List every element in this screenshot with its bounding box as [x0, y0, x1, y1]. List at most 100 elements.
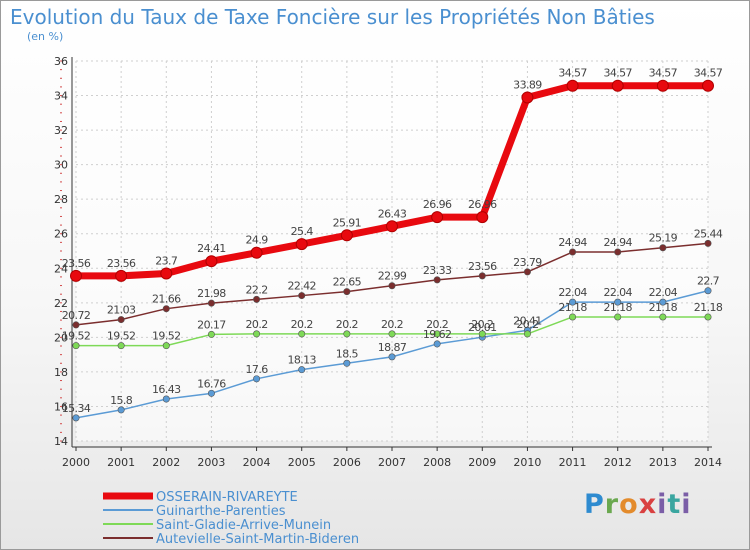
data-point [659, 313, 667, 321]
x-tick-label: 2008 [423, 456, 451, 469]
x-tick-label: 2011 [559, 456, 587, 469]
x-tick-label: 2014 [694, 456, 722, 469]
data-point [117, 406, 125, 414]
data-point [117, 342, 125, 350]
data-point [343, 330, 351, 338]
data-point [250, 246, 263, 259]
unit-label: (en %) [27, 30, 64, 43]
data-point [614, 313, 622, 321]
data-label: 21.03 [107, 304, 136, 317]
legend-item: Autevielle-Saint-Martin-Bideren [103, 532, 359, 547]
data-point [162, 305, 170, 313]
x-tick-label: 2006 [333, 456, 361, 469]
data-label: 26.96 [423, 198, 452, 211]
legend-label: Guinarthe-Parenties [156, 504, 286, 519]
data-point [253, 330, 261, 338]
data-label: 23.79 [513, 256, 542, 269]
data-point [478, 272, 486, 280]
x-tick-label: 2013 [649, 456, 677, 469]
data-label: 20.2 [426, 318, 448, 331]
data-label: 23.56 [468, 260, 497, 273]
data-label: 20.2 [291, 318, 313, 331]
data-point [478, 330, 486, 338]
data-label: 15.8 [110, 394, 133, 407]
data-point [388, 330, 396, 338]
data-label: 20.2 [471, 318, 493, 331]
data-point [521, 91, 534, 104]
data-point [70, 269, 82, 282]
data-label: 16.43 [152, 383, 181, 396]
proxiti-logo: Proxiti [584, 489, 692, 520]
x-tick-label: 2010 [513, 456, 541, 469]
data-label: 19.62 [423, 328, 452, 341]
data-label: 24.41 [197, 242, 226, 255]
data-point [566, 79, 579, 92]
data-label: 17.6 [246, 363, 269, 376]
data-label: 21.18 [649, 301, 678, 314]
legend-label: Saint-Gladie-Arrive-Munein [156, 518, 331, 533]
data-label: 18.87 [378, 341, 407, 354]
data-label: 25.91 [333, 216, 362, 229]
data-point [433, 330, 441, 338]
data-point [388, 282, 396, 290]
data-point [523, 330, 531, 338]
data-label: 20.17 [197, 318, 226, 331]
data-point [659, 298, 667, 306]
data-point [704, 287, 712, 295]
data-label: 25.19 [649, 232, 678, 245]
data-label: 24.94 [603, 236, 632, 249]
data-point [253, 295, 261, 303]
x-tick-label: 2012 [604, 456, 632, 469]
data-point [205, 255, 218, 268]
data-label: 23.7 [155, 254, 178, 267]
data-label: 22.04 [649, 286, 678, 299]
data-label: 23.56 [107, 257, 136, 270]
data-point [569, 313, 577, 321]
data-point [476, 211, 489, 224]
data-point [656, 79, 669, 92]
data-point [702, 79, 714, 92]
data-point [704, 313, 712, 321]
data-label: 22.42 [287, 280, 316, 293]
data-label: 18.13 [287, 354, 316, 367]
legend-item: Guinarthe-Parenties [103, 504, 286, 519]
data-point [207, 389, 215, 397]
chart-title: Evolution du Taux de Taxe Foncière sur l… [10, 5, 655, 29]
data-label: 22.04 [603, 286, 632, 299]
data-label: 34.57 [694, 67, 723, 80]
data-point [295, 238, 308, 251]
data-label: 15.34 [62, 402, 91, 415]
data-point [569, 298, 577, 306]
data-label: 22.99 [378, 270, 407, 283]
data-point [431, 211, 444, 224]
data-point [72, 321, 80, 329]
data-label: 22.2 [246, 283, 268, 296]
data-point [659, 244, 667, 252]
data-label: 22.04 [558, 286, 587, 299]
data-point [117, 316, 125, 324]
data-label: 24.9 [246, 234, 269, 247]
data-label: 21.18 [694, 301, 723, 314]
data-point [298, 366, 306, 374]
data-point [569, 248, 577, 256]
data-label: 20.41 [513, 314, 542, 327]
data-label: 33.89 [513, 78, 542, 91]
x-tick-label: 2009 [468, 456, 496, 469]
data-point [523, 268, 531, 276]
data-point [388, 353, 396, 361]
x-tick-label: 2002 [152, 456, 180, 469]
data-point [298, 330, 306, 338]
data-label: 20.2 [246, 318, 268, 331]
x-tick-label: 2001 [107, 456, 135, 469]
data-point [207, 330, 215, 338]
data-label: 24.94 [558, 236, 587, 249]
data-label: 22.65 [333, 276, 362, 289]
x-tick-label: 2007 [378, 456, 406, 469]
data-label: 21.98 [197, 287, 226, 300]
x-tick-label: 2005 [288, 456, 316, 469]
data-label: 19.52 [152, 330, 181, 343]
data-point [207, 299, 215, 307]
data-label: 34.57 [649, 67, 678, 80]
data-point [72, 414, 80, 422]
